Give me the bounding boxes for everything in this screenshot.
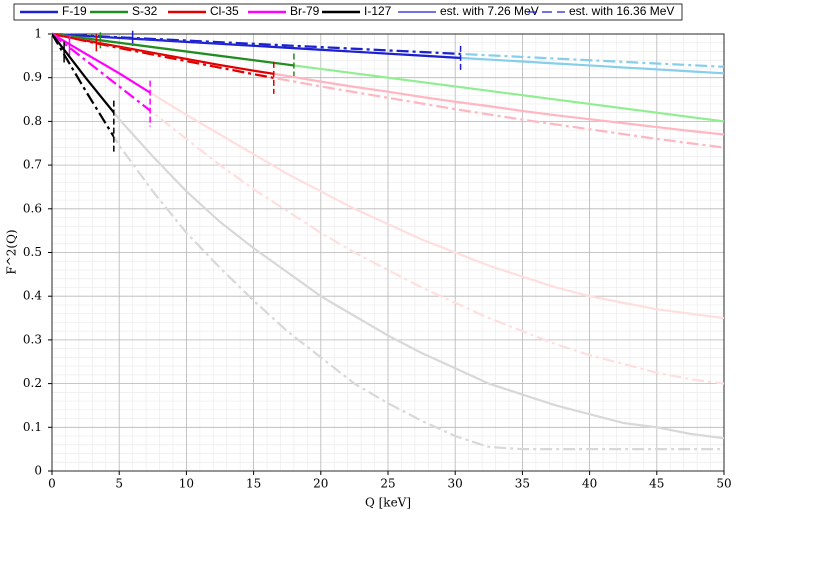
y-tick-label: 0.7 (23, 158, 42, 172)
line (52, 32, 294, 67)
y-tick-label: 0.1 (23, 420, 42, 434)
x-tick-label: 35 (515, 477, 530, 491)
faded-line (51, 32, 725, 68)
x-tick-label: 45 (649, 477, 664, 491)
x-tick-label: 20 (313, 477, 328, 491)
legend-label: I-127 (364, 4, 392, 18)
y-tick-label: 0.3 (23, 332, 42, 346)
x-tick-label: 25 (380, 477, 395, 491)
faded-line (51, 33, 725, 320)
x-axis-label: Q [keV] (365, 496, 411, 510)
faded-line (51, 33, 724, 451)
legend-label: Br-79 (290, 4, 320, 18)
faded-line (51, 32, 725, 149)
y-tick-label: 1 (34, 27, 42, 41)
x-tick-label: 10 (179, 477, 194, 491)
y-tick-label: 0.9 (23, 70, 42, 84)
plot-frame (51, 33, 725, 472)
x-tick-label: 50 (716, 477, 731, 491)
y-tick-label: 0.5 (23, 245, 42, 259)
x-tick-label: 15 (246, 477, 261, 491)
legend-label: est. with 16.36 MeV (569, 4, 674, 18)
x-tick-label: 0 (48, 477, 56, 491)
line (52, 32, 461, 60)
legend: F-19 S-32 Cl-35 Br-79 I-127 est. with 7.26 Me… (13, 3, 683, 21)
legend-label: S-32 (132, 4, 158, 18)
x-tick-label: 30 (448, 477, 463, 491)
x-tick-label: 40 (582, 477, 597, 491)
y-tick-label: 0 (34, 464, 42, 478)
y-tick-label: 0.8 (23, 114, 42, 128)
legend-label: Cl-35 (210, 4, 239, 18)
legend-label: F-19 (62, 4, 87, 18)
y-tick-label: 0.4 (23, 289, 42, 303)
y-axis-label: F^2(Q) (5, 229, 19, 274)
y-tick-label: 0.6 (23, 201, 42, 215)
faded-line (51, 33, 725, 440)
y-tick-label: 0.2 (23, 376, 42, 390)
line (52, 32, 274, 75)
faded-line (51, 33, 725, 385)
legend-label: est. with 7.26 MeV (440, 4, 539, 18)
x-tick-label: 5 (115, 477, 123, 491)
